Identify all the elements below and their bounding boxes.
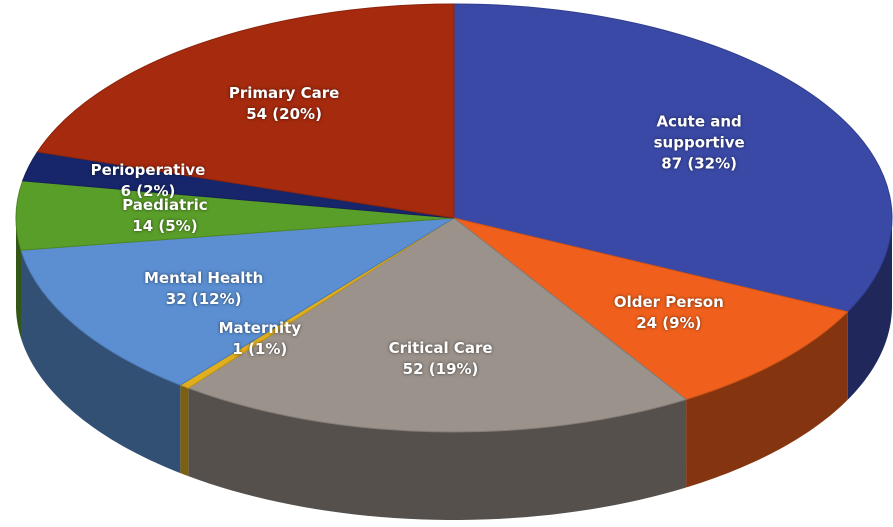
slice-side [21, 250, 181, 474]
slice-label: Acute and supportive 87 (32%) [634, 112, 764, 175]
slice-side [180, 385, 189, 477]
category-label: Perioperative [90, 160, 206, 179]
category-label: Paediatric [122, 196, 208, 215]
value-label: 32 (12%) [165, 289, 242, 308]
category-label: Acute and supportive [653, 112, 745, 152]
value-label: 6 (2%) [120, 181, 176, 200]
category-label: Maternity [218, 319, 302, 338]
slice [15, 180, 455, 251]
category-label: Critical Care [388, 339, 493, 358]
category-label: Older Person [613, 292, 724, 311]
category-label: Primary Care [228, 83, 340, 102]
slice-side [847, 218, 892, 400]
slice-label: Critical Care 52 (19%) [389, 338, 493, 380]
slice [36, 3, 455, 219]
value-label: 52 (19%) [402, 360, 479, 379]
slice-label: Maternity 1 (1%) [219, 318, 302, 360]
slice [187, 217, 688, 433]
value-label: 1 (1%) [232, 340, 288, 359]
slice [20, 217, 455, 386]
value-label: 24 (9%) [636, 313, 702, 332]
value-label: 87 (32%) [661, 154, 737, 173]
slice-label: Mental Health 32 (12%) [144, 268, 263, 310]
slice-side [686, 311, 848, 488]
slice-label: Paediatric 14 (5%) [122, 195, 208, 237]
slice-label: Primary Care 54 (20%) [229, 83, 339, 125]
slice-label: Older Person 24 (9%) [614, 292, 724, 334]
slice [453, 3, 893, 313]
slice-label: Perioperative 6 (2%) [91, 160, 206, 202]
slice-side [16, 218, 22, 339]
slice [453, 217, 849, 401]
value-label: 54 (20%) [246, 104, 322, 123]
category-label: Mental Health [144, 268, 264, 287]
value-label: 14 (5%) [132, 217, 198, 236]
